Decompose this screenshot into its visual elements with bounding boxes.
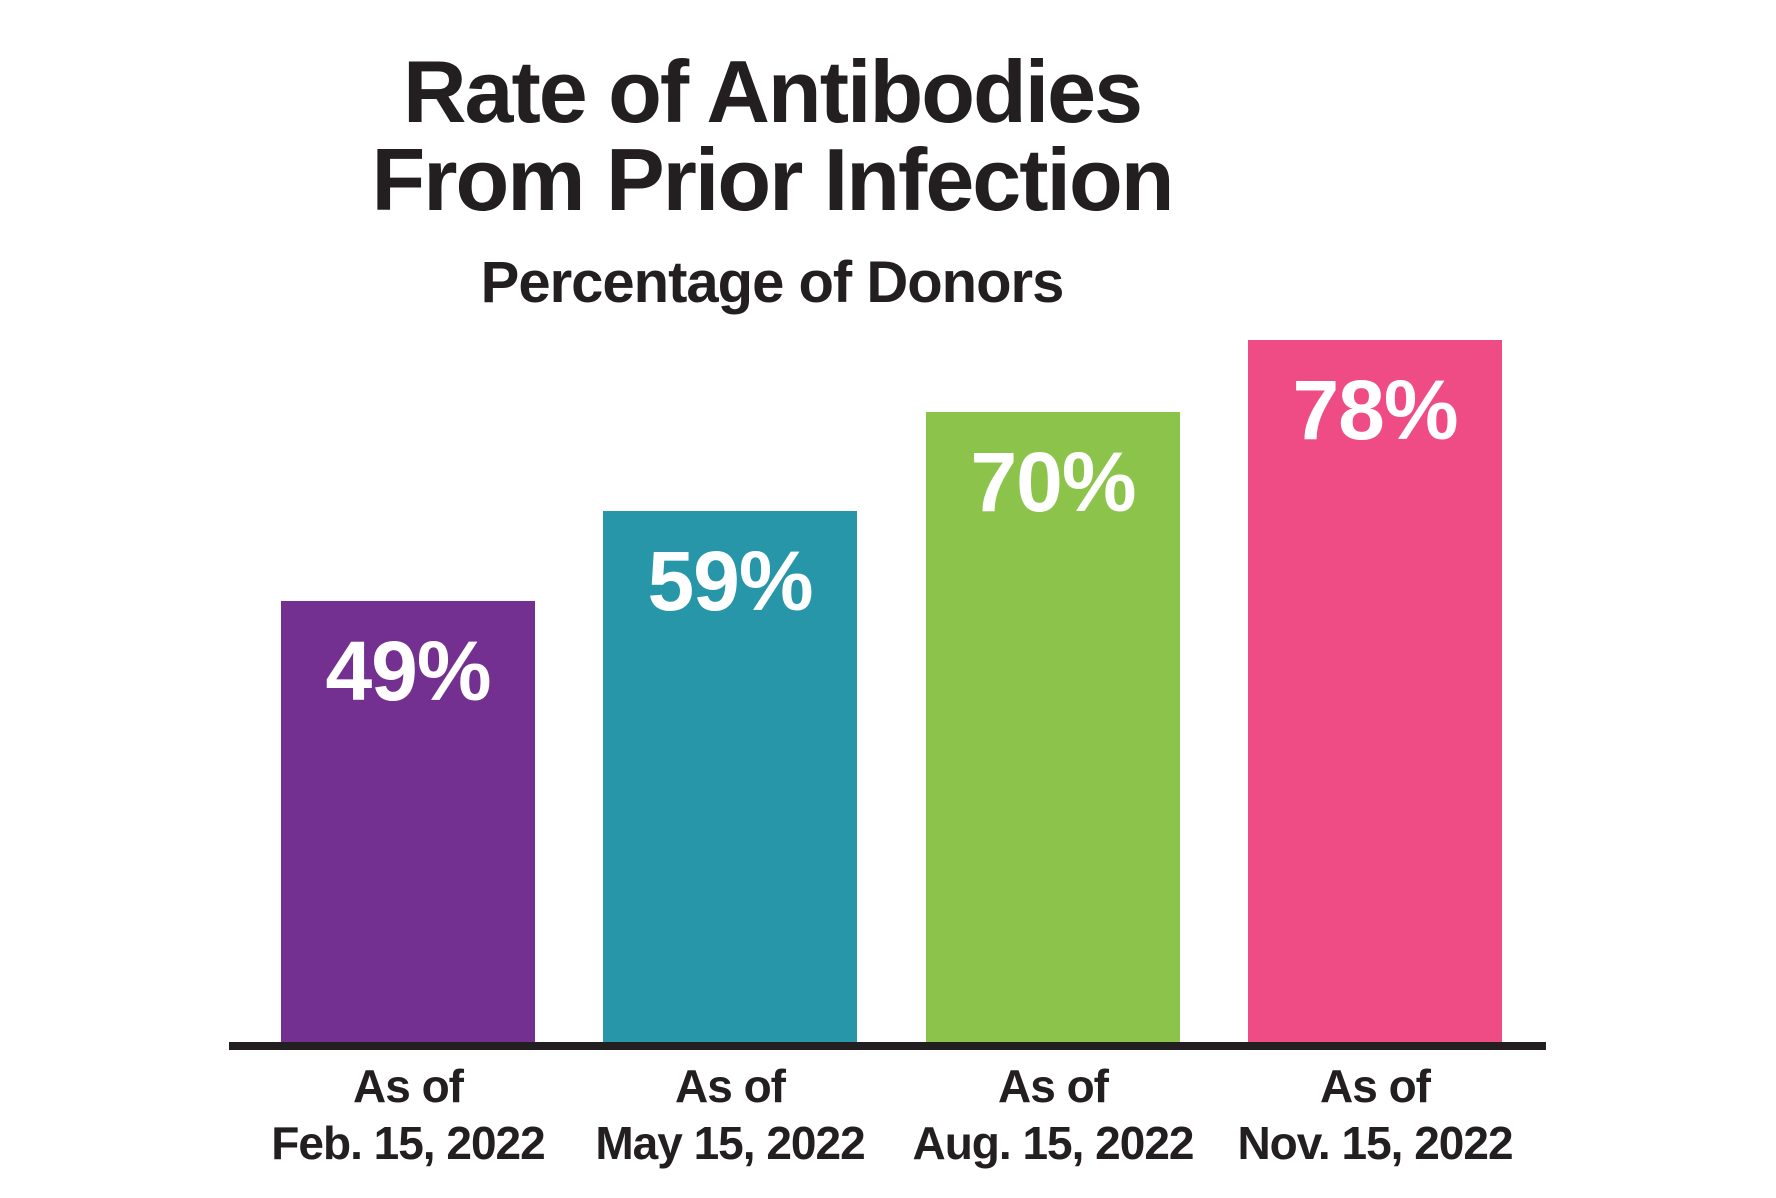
- chart-subtitle: Percentage of Donors: [480, 250, 1065, 315]
- chart-title: Rate of Antibodies From Prior Infection: [0, 48, 1544, 224]
- chart-title-line-1: Rate of Antibodies: [402, 42, 1143, 141]
- category-label-line-2: Nov. 15, 2022: [1237, 1117, 1513, 1169]
- category-label-3: As of Aug. 15, 2022: [873, 1058, 1233, 1172]
- bar-4: 78%: [1248, 340, 1502, 1042]
- bar-3: 70%: [926, 412, 1180, 1042]
- category-label-line-1: As of: [998, 1060, 1109, 1112]
- category-label-line-1: As of: [1320, 1060, 1431, 1112]
- category-label-line-1: As of: [353, 1060, 464, 1112]
- category-label-line-1: As of: [675, 1060, 786, 1112]
- bar-2: 59%: [603, 511, 857, 1042]
- category-label-2: As of May 15, 2022: [550, 1058, 910, 1172]
- category-label-1: As of Feb. 15, 2022: [228, 1058, 588, 1172]
- chart-title-line-2: From Prior Infection: [371, 130, 1175, 229]
- bar-value-label: 49%: [325, 624, 491, 718]
- category-label-line-2: May 15, 2022: [595, 1117, 865, 1169]
- category-label-line-2: Feb. 15, 2022: [271, 1117, 545, 1169]
- category-label-line-2: Aug. 15, 2022: [912, 1117, 1194, 1169]
- category-label-4: As of Nov. 15, 2022: [1195, 1058, 1555, 1172]
- bar-value-label: 59%: [647, 534, 813, 628]
- x-axis-line: [229, 1042, 1546, 1050]
- bar-value-label: 78%: [1292, 363, 1458, 457]
- bar-value-label: 70%: [970, 435, 1136, 529]
- bar-1: 49%: [281, 601, 535, 1042]
